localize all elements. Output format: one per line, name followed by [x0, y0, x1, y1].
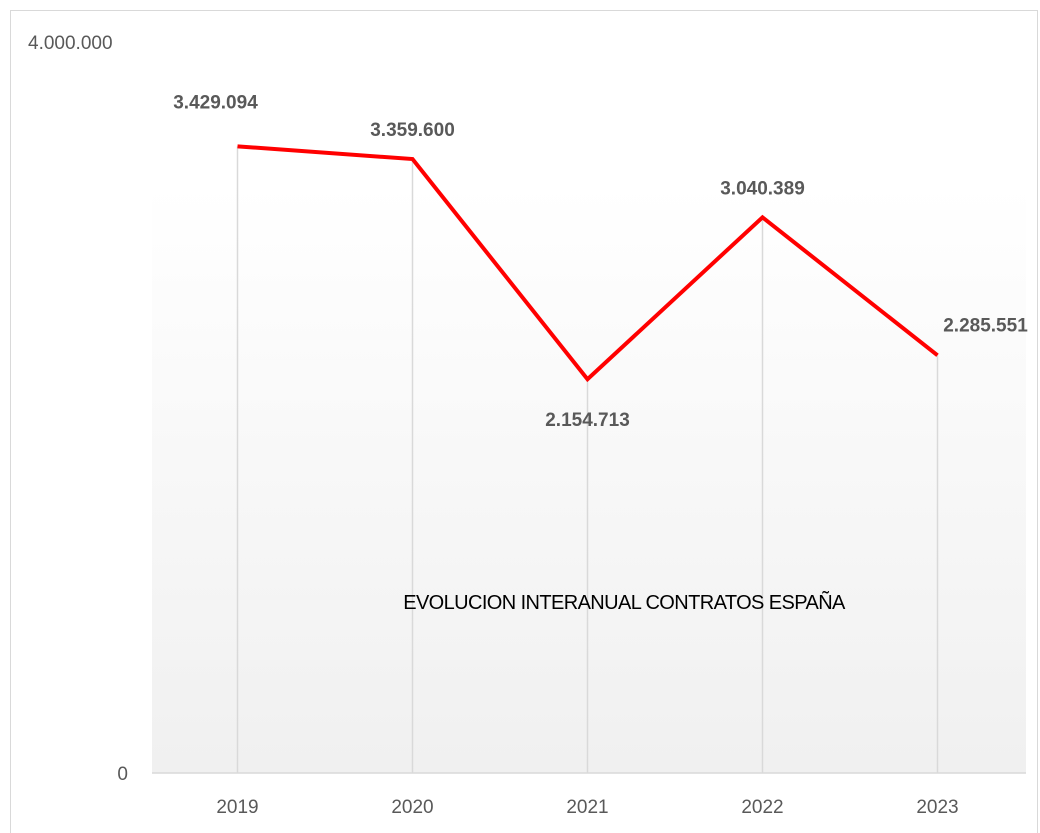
x-tick-label-2022: 2022 — [741, 797, 783, 818]
x-tick-label-2023: 2023 — [916, 797, 958, 818]
data-label-2019: 3.429.094 — [173, 92, 258, 113]
y-axis-ticks: 0 4.000.000 — [28, 33, 128, 785]
data-label-2020: 3.359.600 — [370, 120, 455, 141]
y-tick-label: 4.000.000 — [28, 33, 113, 54]
x-tick-label-2020: 2020 — [391, 797, 433, 818]
data-label-2023: 2.285.551 — [943, 315, 1028, 336]
x-axis-ticks: 2019 2020 2021 2022 2023 — [216, 797, 958, 818]
plot-background — [152, 185, 1026, 773]
gridlines — [236, 146, 939, 773]
x-tick-label-2019: 2019 — [216, 797, 258, 818]
chart-title: EVOLUCION INTERANUAL CONTRATOS ESPAÑA — [403, 590, 846, 614]
data-label-2021: 2.154.713 — [545, 410, 630, 431]
series-line — [237, 144, 939, 383]
data-labels: 3.429.094 3.359.600 2.154.713 3.040.389 2.28… — [173, 92, 1028, 431]
data-label-2022: 3.040.389 — [720, 178, 805, 199]
y-tick-label: 0 — [117, 764, 128, 785]
x-tick-label-2021: 2021 — [566, 797, 608, 818]
